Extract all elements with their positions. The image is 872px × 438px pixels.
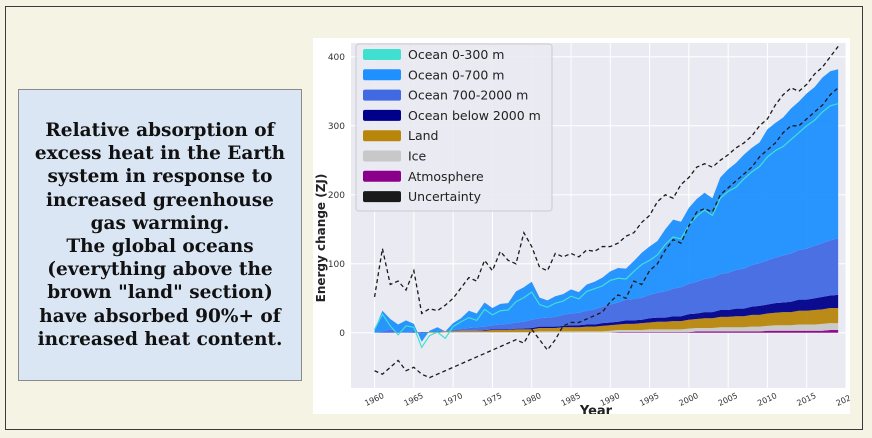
legend-swatch (363, 69, 401, 81)
series-areas (374, 69, 839, 349)
legend-swatch (363, 191, 401, 203)
x-tick-label: 1985 (560, 391, 582, 408)
caption-line: increased greenhouse (46, 189, 274, 211)
caption-line: brown "land" section) (47, 282, 273, 304)
y-tick-label: 100 (328, 260, 345, 270)
x-tick-label: 2000 (678, 391, 700, 408)
legend-swatch (363, 130, 401, 142)
area-ice (374, 323, 839, 333)
y-tick-label: 200 (328, 191, 345, 201)
x-tick-label: 1975 (481, 391, 503, 408)
x-tick-label: 2010 (756, 391, 778, 408)
legend-label: Atmosphere (408, 169, 484, 184)
x-axis-label: Year (579, 404, 613, 414)
legend-label: Ocean 0-700 m (408, 67, 504, 82)
legend-label: Ocean below 2000 m (408, 108, 541, 123)
legend-label: Land (408, 128, 438, 143)
caption-line: gas warming. (90, 212, 230, 234)
x-tick-label: 2020 (835, 391, 850, 408)
legend-label: Ocean 700-2000 m (408, 88, 528, 103)
x-tick-label: 1965 (403, 391, 425, 408)
legend-swatch (363, 150, 401, 162)
legend-label: Ocean 0-300 m (408, 47, 504, 62)
area-ocean-below-2000-m (374, 294, 839, 333)
x-tick-label: 1970 (442, 391, 464, 408)
line-ocean-0-300-m (374, 103, 839, 349)
legend: Ocean 0-300 m Ocean 0-700 m Ocean 700-2000… (355, 43, 553, 212)
legend-box (355, 43, 553, 212)
slide-frame (5, 6, 863, 430)
y-tick-label: 300 (328, 122, 345, 132)
area-ocean-700-2000-m (374, 238, 839, 334)
legend-swatch (363, 109, 401, 121)
area-land (374, 307, 839, 333)
caption-text: Relative absorption of excess heat in th… (25, 119, 295, 351)
caption-line: system in response to (47, 166, 273, 188)
caption-line: increased heat content. (37, 328, 283, 350)
caption-line: The global oceans (66, 236, 254, 257)
y-tick-label: 0 (339, 329, 345, 339)
area-ocean-0-700-m (374, 69, 839, 342)
x-tick-label: 2015 (795, 391, 817, 408)
legend-swatch (363, 170, 401, 182)
caption-line: excess heat in the Earth (34, 143, 286, 165)
legend-swatch (363, 49, 401, 60)
caption-line: Relative absorption of (45, 119, 275, 141)
chart-svg: 0 100 200 300 400 1960 1965 1970 1975 1980 1985 199… (314, 43, 857, 419)
x-tick-label: 1995 (638, 391, 660, 408)
uncertainty-lower-line (374, 87, 839, 379)
legend-label: Uncertainty (408, 189, 482, 204)
uncertainty-upper-line (373, 46, 839, 315)
legend-label: Ice (408, 149, 427, 164)
caption-line: (everything above the (47, 259, 273, 281)
x-tick-label: 1960 (363, 391, 385, 408)
area-atmosphere (374, 330, 839, 333)
x-tick-label: 1980 (520, 391, 542, 408)
uncertainty-lines (373, 46, 839, 379)
y-axis-label: Energy change (ZJ) (314, 174, 328, 303)
energy-change-chart: 0 100 200 300 400 1960 1965 1970 1975 1980 1985 199… (313, 38, 857, 419)
legend-swatch (363, 89, 401, 101)
caption-line: have absorbed 90%+ of (39, 305, 281, 327)
caption-box: Relative absorption of excess heat in th… (18, 89, 302, 381)
x-tick-label: 2005 (717, 391, 739, 408)
y-tick-label: 400 (328, 53, 345, 63)
